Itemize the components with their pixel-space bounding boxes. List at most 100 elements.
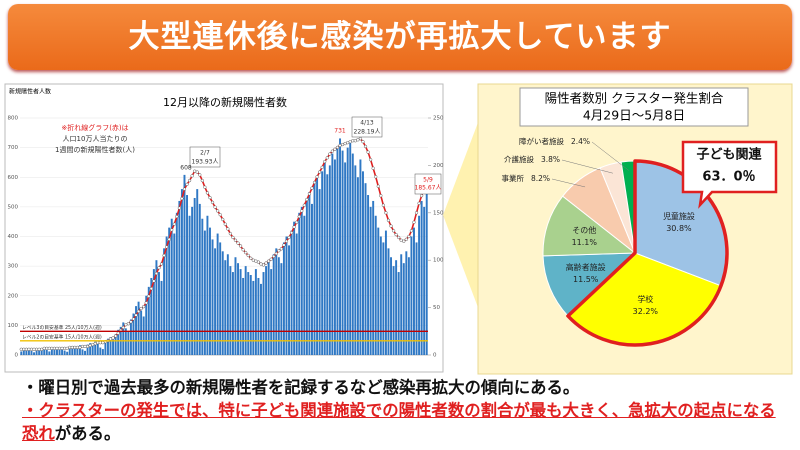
line-marker — [165, 245, 169, 249]
bar — [374, 215, 377, 355]
bar — [175, 212, 178, 355]
line-marker — [198, 173, 202, 177]
bar — [333, 159, 336, 355]
bar — [38, 348, 41, 355]
bar — [186, 195, 188, 355]
bar — [390, 257, 392, 355]
line-marker — [185, 182, 189, 186]
bar — [226, 254, 229, 355]
bar — [22, 349, 25, 355]
callout-box — [351, 116, 383, 138]
y-tick-label: 500 — [8, 204, 19, 210]
pie-title: 陽性者数別 クラスター発生割合 — [545, 91, 724, 106]
bar — [293, 221, 296, 355]
bar — [339, 138, 341, 355]
bar — [117, 329, 120, 355]
callout: 608 — [180, 165, 192, 172]
bar — [321, 171, 324, 355]
pointer — [443, 112, 482, 318]
bar — [311, 203, 313, 355]
bar — [354, 165, 357, 355]
bar — [201, 218, 204, 355]
line-marker — [149, 287, 153, 291]
bar — [254, 269, 257, 355]
line-marker — [223, 222, 227, 226]
slice-value: 32.2% — [633, 307, 659, 316]
bar — [344, 162, 347, 355]
bar — [331, 153, 334, 355]
bar — [349, 141, 352, 355]
line-marker — [297, 214, 301, 219]
line-marker — [111, 336, 115, 340]
bar — [137, 301, 140, 355]
line-marker — [154, 271, 159, 276]
line-marker — [292, 225, 296, 229]
bar — [224, 260, 227, 355]
line-marker — [233, 238, 238, 242]
bar — [415, 242, 418, 355]
line-marker — [358, 137, 363, 141]
line-marker — [394, 233, 398, 237]
bar — [78, 345, 81, 355]
bar — [326, 174, 329, 355]
bar — [313, 183, 316, 355]
line-marker — [205, 191, 210, 195]
line-marker — [162, 253, 166, 258]
note: 人口10万人当たりの — [63, 134, 128, 143]
bar — [71, 346, 74, 355]
bar — [68, 347, 71, 355]
y2-tick-label: 150 — [433, 210, 444, 216]
bar — [305, 200, 308, 355]
line-marker — [361, 140, 365, 144]
line-marker — [114, 334, 118, 338]
bar — [104, 340, 107, 355]
bar — [109, 337, 112, 355]
pie-title-box — [519, 87, 749, 127]
bar — [81, 349, 84, 355]
bar — [147, 286, 150, 355]
line-marker — [241, 248, 245, 252]
bar — [40, 349, 43, 355]
y-tick-label: 800 — [8, 116, 19, 122]
bar — [193, 197, 196, 355]
line-marker — [414, 211, 419, 215]
bar — [25, 350, 28, 355]
bar — [84, 350, 86, 355]
bar — [410, 236, 413, 355]
bar — [336, 147, 339, 355]
bar — [165, 236, 168, 355]
bar — [180, 189, 183, 355]
bar — [30, 350, 33, 355]
callout: 193.93人 — [192, 159, 219, 166]
callout: 185.67人 — [415, 185, 442, 192]
bar — [346, 147, 349, 355]
bar — [265, 266, 268, 355]
bar — [140, 310, 143, 355]
bar — [158, 272, 160, 355]
line-marker — [129, 320, 133, 324]
line-marker — [231, 235, 235, 240]
slice-value: 11.5% — [573, 275, 599, 284]
slice-value: 11.1% — [572, 238, 598, 247]
line-marker — [328, 152, 332, 156]
pie-subtitle: 4月29日～5月8日 — [583, 108, 685, 123]
line-marker — [228, 232, 232, 236]
callout: 子ども関連 — [696, 147, 762, 163]
line-marker — [144, 301, 148, 305]
slice-label: 児童施設 — [663, 211, 695, 221]
line-marker — [279, 247, 283, 251]
bar — [127, 331, 130, 355]
bar — [413, 227, 415, 355]
bar — [234, 257, 237, 355]
line-marker — [208, 196, 212, 200]
slice-label: 学校 — [637, 294, 653, 304]
bar — [418, 215, 421, 355]
bar — [400, 254, 403, 355]
bar — [249, 275, 252, 355]
chart-title: 12月以降の新規陽性者数 — [163, 95, 287, 109]
line-marker — [376, 184, 380, 188]
bar — [369, 206, 372, 355]
line-marker — [335, 145, 340, 149]
line-marker — [213, 205, 217, 209]
bar — [33, 352, 35, 355]
